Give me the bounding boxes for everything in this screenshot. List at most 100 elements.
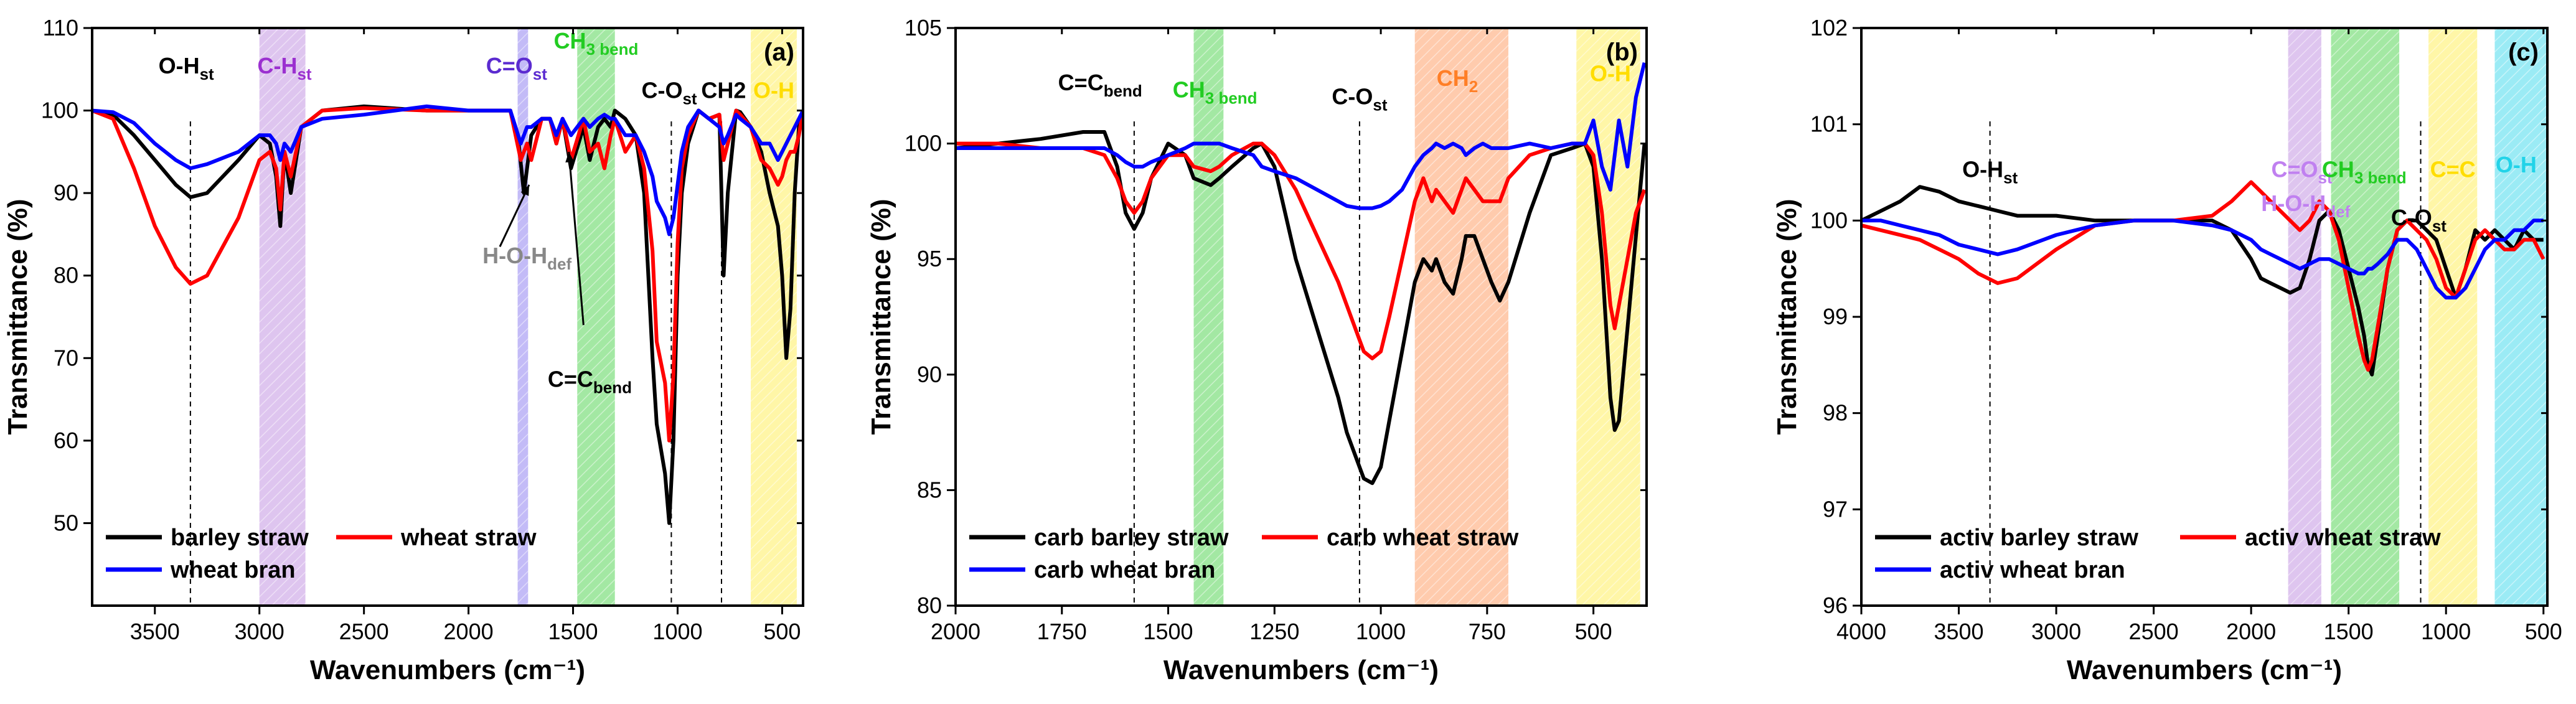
x-tick-label: 750 xyxy=(1469,619,1506,644)
x-tick-label: 3000 xyxy=(2031,619,2081,644)
x-tick-label: 1500 xyxy=(1143,619,1193,644)
arrow-0 xyxy=(499,184,530,247)
plot-frame xyxy=(954,27,1648,607)
annotation-5: CH2 xyxy=(701,78,746,103)
panel-b-plot: C=Cbend CH3 bend C-Ost CH2 O-H 2000 1750 1500 12… xyxy=(866,15,1648,685)
y-tick-label: 98 xyxy=(1823,400,1848,426)
x-tick-label: 500 xyxy=(763,619,801,644)
y-axis-title: Transmittance (%) xyxy=(2,199,33,435)
plot-frame xyxy=(91,27,804,607)
y-tick-label: 97 xyxy=(1823,496,1848,522)
annotation-1: C=Ost xyxy=(2271,157,2332,187)
annotation-8: C=Cbend xyxy=(548,367,632,397)
legend-label-1: carb wheat straw xyxy=(1327,525,1519,551)
y-tick-label: 95 xyxy=(917,246,942,271)
y-tick-label: 100 xyxy=(905,131,942,156)
y-tick-label: 80 xyxy=(54,263,78,288)
arrow-head-1 xyxy=(565,151,575,162)
arrow-head-0 xyxy=(520,184,529,196)
x-tick-label: 4000 xyxy=(1836,619,1886,644)
x-tick-label: 2000 xyxy=(444,619,494,644)
annotation-1: CH3 bend xyxy=(1173,77,1257,107)
band-hatch-2 xyxy=(2428,28,2478,606)
y-tick-label: 85 xyxy=(917,477,942,502)
series-line-barley-straw xyxy=(92,104,803,525)
x-tick-label: 1250 xyxy=(1249,619,1299,644)
x-tick-label: 2500 xyxy=(2129,619,2179,644)
band-hatch-1 xyxy=(2331,28,2400,606)
y-tick-label: 100 xyxy=(41,98,78,123)
annotation-3: CH3 bend xyxy=(554,28,639,59)
legend-label-0: barley straw xyxy=(171,525,309,551)
series-line-activ-wheat-bran xyxy=(1861,218,2544,300)
y-tick-label: 100 xyxy=(1810,207,1848,233)
x-tick-label: 1500 xyxy=(548,619,598,644)
x-tick-label: 500 xyxy=(2525,619,2562,644)
x-tick-label: 2000 xyxy=(2226,619,2276,644)
annotation-2: H-O-Hdef xyxy=(2261,190,2350,221)
x-axis-title: Wavenumbers (cm⁻¹) xyxy=(310,655,585,685)
y-tick-label: 110 xyxy=(43,15,78,40)
y-tick-label: 105 xyxy=(905,15,942,40)
y-tick-label: 90 xyxy=(917,362,942,387)
y-axis-title: Transmittance (%) xyxy=(1772,199,1802,435)
x-axis-title: Wavenumbers (cm⁻¹) xyxy=(1163,655,1439,685)
legend-label-2: activ wheat bran xyxy=(1940,557,2125,583)
y-tick-label: 80 xyxy=(917,593,942,618)
annotation-2: C=Ost xyxy=(486,53,547,83)
annotation-4: C-Ost xyxy=(641,78,697,108)
legend-label-0: activ barley straw xyxy=(1940,525,2138,551)
annotation-6: O-H xyxy=(753,78,794,103)
x-tick-label: 500 xyxy=(1575,619,1612,644)
y-tick-label: 70 xyxy=(54,345,78,370)
y-tick-label: 99 xyxy=(1823,304,1848,329)
legend-label-1: wheat straw xyxy=(400,525,537,551)
y-axis-title: Transmittance (%) xyxy=(866,199,896,435)
band-hatch-1 xyxy=(1414,28,1508,606)
annotation-2: C-Ost xyxy=(1332,83,1387,114)
x-tick-label: 2000 xyxy=(931,619,980,644)
series-line-carb-wheat-bran xyxy=(956,62,1647,210)
series-line-wheat-bran xyxy=(92,104,803,237)
annotation-7: H-O-Hdef xyxy=(482,243,571,273)
y-tick-label: 96 xyxy=(1823,593,1848,618)
series-line-wheat-straw xyxy=(92,106,803,443)
y-tick-label: 101 xyxy=(1810,111,1848,137)
x-tick-label: 1000 xyxy=(2421,619,2471,644)
annotation-0: C=Cbend xyxy=(1058,70,1142,100)
x-tick-label: 3500 xyxy=(130,619,180,644)
y-tick-label: 102 xyxy=(1810,15,1848,40)
panel-label: (b) xyxy=(1606,39,1638,66)
legend-label-2: wheat bran xyxy=(170,557,296,583)
legend-label-1: activ wheat straw xyxy=(2245,525,2441,551)
annotation-0: O-Hst xyxy=(159,53,214,83)
legend-label-0: carb barley straw xyxy=(1034,525,1229,551)
annotation-1: C-Hst xyxy=(257,53,311,83)
arrow-1 xyxy=(568,151,585,326)
x-tick-label: 3000 xyxy=(235,619,284,644)
panel-label: (a) xyxy=(764,39,794,66)
y-tick-label: 50 xyxy=(54,510,78,535)
annotation-3: CH3 bend xyxy=(2322,157,2407,187)
x-tick-label: 2500 xyxy=(339,619,389,644)
band-hatch-0 xyxy=(2288,28,2321,606)
band-hatch-1 xyxy=(517,28,529,606)
x-axis-title: Wavenumbers (cm⁻¹) xyxy=(2067,655,2342,685)
band-hatch-3 xyxy=(2494,28,2547,606)
series-line-activ-wheat-straw xyxy=(1861,180,2545,372)
panel-label: (c) xyxy=(2508,39,2539,66)
annotation-4: O-H xyxy=(1590,60,1631,86)
legend-label-2: carb wheat bran xyxy=(1034,557,1215,583)
annotation-6: O-H xyxy=(2496,152,2537,177)
y-tick-label: 90 xyxy=(54,180,78,205)
series-line-carb-barley-straw xyxy=(956,130,1647,486)
series-line-carb-wheat-straw xyxy=(956,141,1647,360)
annotation-0: O-Hst xyxy=(1962,157,2018,187)
band-hatch-2 xyxy=(1576,28,1640,606)
x-tick-label: 1500 xyxy=(2324,619,2374,644)
x-tick-label: 1000 xyxy=(1356,619,1406,644)
y-tick-label: 60 xyxy=(54,428,78,453)
band-hatch-0 xyxy=(1193,28,1224,606)
